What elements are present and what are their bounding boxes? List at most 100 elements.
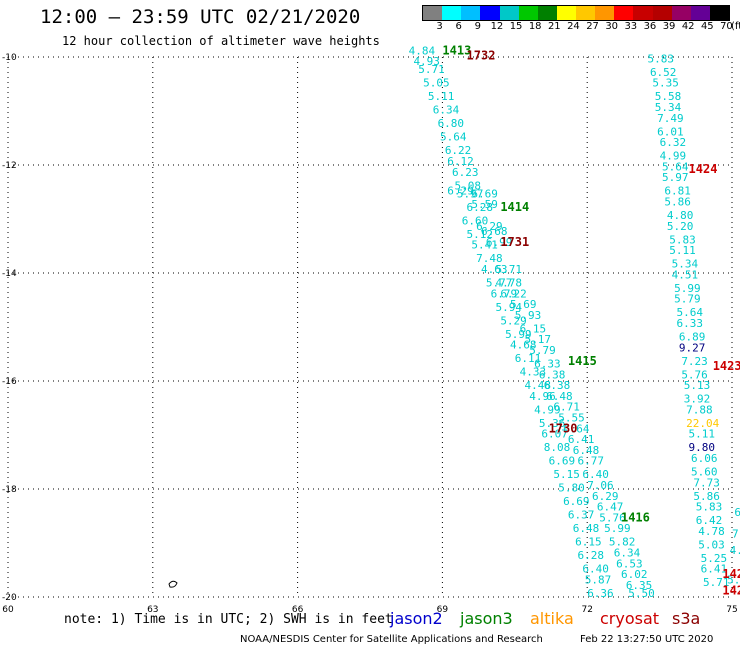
wave-height-value: 5.35 (652, 77, 679, 90)
wave-height-value: 6.42 (696, 514, 723, 527)
wave-height-value: 4.84 (409, 44, 436, 57)
wave-height-value: 6.34 (614, 547, 641, 560)
lon-tick-label: 75 (726, 605, 737, 615)
wave-height-value: 6.23 (452, 166, 479, 179)
lon-tick-label: 60 (2, 605, 14, 615)
colorbar-swatch (633, 6, 653, 20)
wave-height-value: 6.80 (438, 117, 465, 130)
wave-height-value: 5.99 (505, 328, 532, 341)
wave-height-value: 6 (734, 506, 740, 519)
wave-height-value: 4.48 (524, 379, 551, 392)
wave-height-value: 5.11 (669, 244, 696, 257)
wave-height-value: 4.99 (660, 150, 687, 163)
wave-height-value: 6.29 (592, 490, 619, 503)
colorbar-label: 3 (436, 21, 443, 32)
wave-height-value: 5.17 (524, 333, 551, 346)
wave-height-value: 5.69 (510, 298, 537, 311)
wave-height-value: 6.69 (471, 187, 498, 200)
lat-tick-label: -18 (2, 485, 17, 495)
credit-text: NOAA/NESDIS Center for Satellite Applica… (240, 634, 543, 645)
legend-item-altika: altika (530, 609, 574, 628)
lat-tick-label: -14 (2, 269, 17, 279)
wave-height-value: 5.11 (689, 428, 716, 441)
wave-height-value: 6.35 (626, 579, 653, 592)
pass-time-label: 1416 (621, 510, 650, 524)
wave-height-value: 5.55 (558, 412, 585, 425)
wave-height-value: 5.34 (672, 258, 699, 271)
pass-time-label: 1424 (689, 162, 718, 176)
wave-height-value: 6.48 (546, 390, 573, 403)
colorbar-label: 45 (700, 21, 714, 32)
colorbar-swatch (614, 6, 634, 20)
wave-height-value: 5.86 (664, 196, 691, 209)
wave-height-value: 6.41 (568, 433, 595, 446)
lat-tick-label: -10 (2, 53, 17, 63)
wave-height-value: 4.68 (510, 339, 537, 352)
wave-height-value: 6.79 (491, 287, 517, 300)
colorbar-swatch (423, 6, 443, 20)
wave-height-value: 5.60 (691, 466, 718, 479)
legend-item-cryosat: cryosat (600, 609, 660, 628)
wave-height-value: 6.68 (481, 225, 508, 238)
wave-height-value: 5.50 (628, 587, 655, 600)
wave-height-value: 5.58 (655, 90, 682, 103)
wave-height-value: 5.86 (693, 490, 720, 503)
lat-tick-label: -20 (2, 593, 17, 603)
wave-height-value: 7.73 (693, 476, 720, 489)
wave-height-value: 5.83 (696, 501, 723, 514)
wave-height-value: 6.06 (691, 452, 718, 465)
colorbar-label: 15 (509, 21, 523, 32)
wave-height-value: 6.60 (462, 214, 489, 227)
wave-height-value: 5.13 (684, 379, 711, 392)
wave-height-value: 5.71 (418, 63, 445, 76)
colorbar-label: 21 (547, 21, 561, 32)
wave-height-value: 5.05 (423, 77, 450, 90)
wave-height-value: 4.78 (698, 525, 725, 538)
colorbar-label: 30 (605, 21, 619, 32)
wave-height-value: 5.34 (655, 101, 682, 114)
wave-height-value: 5.08 (454, 179, 481, 192)
colorbar-swatch (518, 6, 538, 20)
wave-height-value: 6.40 (582, 563, 609, 576)
colorbar-swatch (499, 6, 519, 20)
colorbar-swatch (576, 6, 596, 20)
wave-height-value: 5.71 (495, 263, 522, 276)
pass-time-label: 1423 (713, 359, 740, 373)
wave-height-value: 5.11 (428, 90, 455, 103)
colorbar-labels: 3 6 9 12 15 18 21 24 27 30 33 36 39 42 45 70 (422, 21, 732, 33)
wave-height-value: 4.96 (529, 390, 556, 403)
wave-height-value: 6.15 (520, 322, 547, 335)
wave-height-value: 6.38 (539, 368, 566, 381)
wave-height-value: 5.36 (539, 417, 566, 430)
pass-time-label: 142 (722, 583, 740, 597)
wave-height-value: 6.33 (534, 358, 561, 371)
colorbar-label: 12 (490, 21, 504, 32)
wave-height-value: 6.36 (587, 587, 614, 600)
wave-height-value: 5.97 (457, 187, 484, 200)
pass-time-label: 1730 (549, 421, 578, 435)
wave-height-value: 4.33 (520, 366, 547, 379)
lon-tick-label: 66 (292, 605, 304, 615)
colorbar-swatch (442, 6, 462, 20)
colorbar-swatch (480, 6, 500, 20)
wave-height-value: 7.06 (587, 479, 614, 492)
wave-height-value: 6.34 (433, 104, 460, 117)
pass-time-label: 142 (722, 567, 740, 581)
page-subtitle: 12 hour collection of altimeter wave hei… (62, 34, 380, 48)
pass-time-label: 1414 (500, 200, 529, 214)
wave-height-value: 5.76 (599, 511, 626, 524)
wave-height-value: 6.12 (447, 155, 474, 168)
wave-height-value: 4.99 (534, 403, 561, 416)
footer-note: note: 1) Time is in UTC; 2) SWH is in fe… (64, 612, 393, 627)
wave-height-value: 4.93 (413, 55, 440, 68)
lon-tick-label: 72 (581, 605, 592, 615)
wave-height-colorbar (422, 5, 730, 21)
wave-height-value: 6.64 (563, 422, 590, 435)
wave-height-value: 6.40 (582, 468, 609, 481)
wave-height-value: 9.27 (679, 341, 706, 354)
colorbar-swatch (595, 6, 615, 20)
wave-height-value: 7.49 (657, 112, 684, 125)
wave-height-value: 5.99 (674, 282, 701, 295)
pass-time-label: 1413 (442, 43, 471, 57)
